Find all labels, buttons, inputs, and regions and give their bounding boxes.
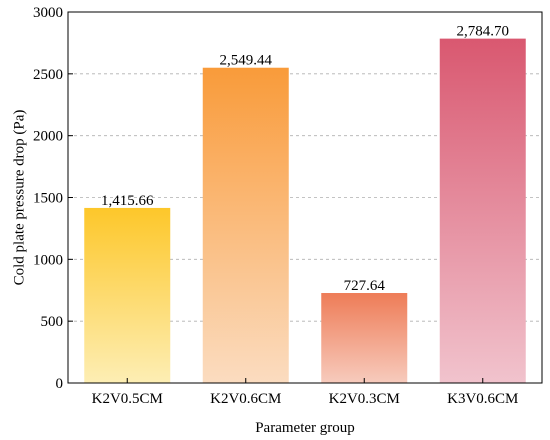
y-tick-label: 0 xyxy=(56,376,64,392)
x-axis-ticks: K2V0.5CM K2V0.6CM K2V0.3CM K3V0.6CM xyxy=(92,378,518,407)
y-tick-label: 1500 xyxy=(33,191,63,207)
x-tick-label: K2V0.6CM xyxy=(210,391,281,407)
bar-k2v0-6cm xyxy=(202,67,289,384)
y-tick-label: 1000 xyxy=(33,252,63,268)
x-axis-label: Parameter group xyxy=(255,420,355,436)
bar-k2v0-5cm xyxy=(84,207,171,383)
bar-k3v0-6cm xyxy=(439,38,526,384)
y-tick-label: 3000 xyxy=(33,5,63,21)
x-tick-label: K2V0.5CM xyxy=(92,391,163,407)
bar-value-label: 2,784.70 xyxy=(457,24,510,40)
value-labels: 1,415.66 2,549.44 727.64 2,784.70 xyxy=(101,24,509,294)
bar-value-label: 1,415.66 xyxy=(101,193,154,209)
bar-value-label: 727.64 xyxy=(344,278,386,294)
x-tick-label: K3V0.6CM xyxy=(447,391,518,407)
y-axis-ticks: 0 500 1000 1500 2000 2500 3000 xyxy=(33,5,73,392)
y-tick-label: 2500 xyxy=(33,67,63,83)
y-tick-label: 2000 xyxy=(33,129,63,145)
x-tick-label: K2V0.3CM xyxy=(329,391,400,407)
bar-value-label: 2,549.44 xyxy=(220,53,273,69)
bars xyxy=(84,38,526,384)
bar-k2v0-3cm xyxy=(321,293,408,383)
y-axis-label: Cold plate pressure drop (Pa) xyxy=(11,110,27,286)
y-tick-label: 500 xyxy=(41,314,64,330)
